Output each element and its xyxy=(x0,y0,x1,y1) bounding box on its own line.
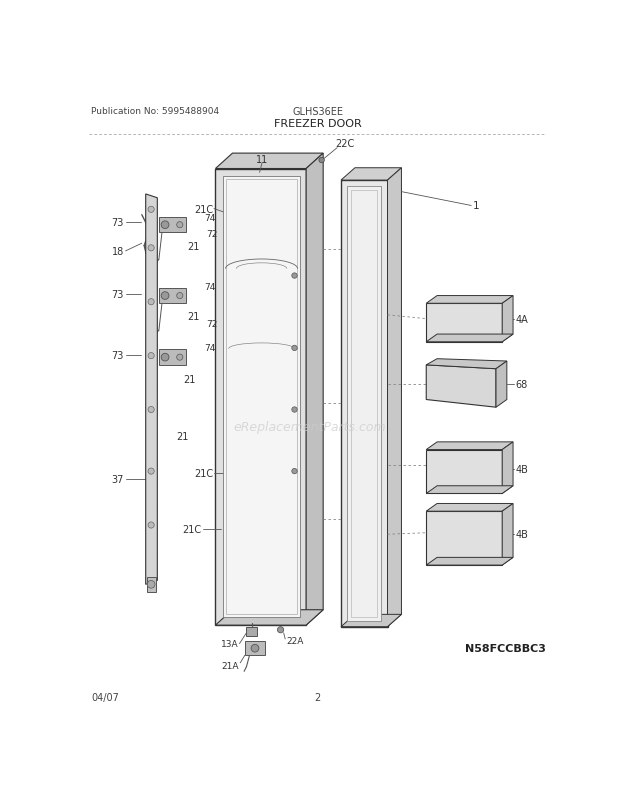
Text: 22C: 22C xyxy=(335,139,355,149)
Polygon shape xyxy=(148,577,156,592)
Circle shape xyxy=(177,222,183,229)
Polygon shape xyxy=(427,359,507,369)
Circle shape xyxy=(148,353,154,359)
Text: 1: 1 xyxy=(472,201,479,211)
Polygon shape xyxy=(427,366,496,407)
Circle shape xyxy=(292,346,297,351)
Text: 21C: 21C xyxy=(194,468,213,478)
Text: 04/07: 04/07 xyxy=(92,693,119,703)
Polygon shape xyxy=(306,154,323,626)
Text: 74: 74 xyxy=(204,344,215,353)
Text: 21: 21 xyxy=(177,432,189,442)
Polygon shape xyxy=(341,168,402,180)
Circle shape xyxy=(251,645,259,652)
Polygon shape xyxy=(159,289,186,304)
Circle shape xyxy=(161,354,169,362)
Polygon shape xyxy=(427,557,513,565)
Text: 4B: 4B xyxy=(515,529,528,540)
Polygon shape xyxy=(427,450,502,494)
Polygon shape xyxy=(427,504,513,512)
Polygon shape xyxy=(245,641,265,655)
Polygon shape xyxy=(341,614,402,627)
Circle shape xyxy=(292,469,297,474)
Polygon shape xyxy=(341,180,388,627)
Text: 13A: 13A xyxy=(221,639,239,648)
Polygon shape xyxy=(223,177,300,618)
Text: N58FCCBBC3: N58FCCBBC3 xyxy=(465,643,546,654)
Text: 2: 2 xyxy=(314,693,321,703)
Text: 21: 21 xyxy=(188,242,200,252)
Polygon shape xyxy=(496,362,507,407)
Text: FREEZER DOOR: FREEZER DOOR xyxy=(274,119,361,129)
Text: 37: 37 xyxy=(112,474,124,484)
Polygon shape xyxy=(159,218,186,233)
Text: eReplacementParts.com: eReplacementParts.com xyxy=(234,420,386,433)
Circle shape xyxy=(148,207,154,213)
Polygon shape xyxy=(347,187,381,621)
Text: 22A: 22A xyxy=(286,636,304,646)
Circle shape xyxy=(148,245,154,252)
Polygon shape xyxy=(502,504,513,565)
Text: GLHS36EE: GLHS36EE xyxy=(292,107,343,116)
Polygon shape xyxy=(216,154,323,169)
Circle shape xyxy=(148,581,155,589)
Circle shape xyxy=(148,407,154,413)
Polygon shape xyxy=(427,512,502,565)
Text: 74: 74 xyxy=(204,213,215,222)
Polygon shape xyxy=(216,610,323,626)
Text: 4A: 4A xyxy=(515,314,528,324)
Polygon shape xyxy=(427,486,513,494)
Circle shape xyxy=(148,522,154,529)
Text: 4B: 4B xyxy=(515,464,528,474)
Circle shape xyxy=(292,273,297,279)
Polygon shape xyxy=(159,350,186,366)
Circle shape xyxy=(292,407,297,413)
Circle shape xyxy=(161,221,169,229)
Polygon shape xyxy=(502,296,513,342)
Circle shape xyxy=(177,293,183,299)
Circle shape xyxy=(161,293,169,300)
Text: 21C: 21C xyxy=(194,205,213,214)
Text: 21: 21 xyxy=(183,375,195,384)
Circle shape xyxy=(278,627,284,633)
Text: 72: 72 xyxy=(206,319,218,328)
Polygon shape xyxy=(216,169,306,626)
Polygon shape xyxy=(427,334,513,342)
Circle shape xyxy=(319,158,324,164)
Text: 73: 73 xyxy=(112,218,124,228)
Text: 18: 18 xyxy=(112,246,124,257)
Text: 73: 73 xyxy=(112,350,124,360)
Circle shape xyxy=(148,299,154,306)
Polygon shape xyxy=(247,627,257,636)
Text: 72: 72 xyxy=(206,230,218,239)
Text: 21C: 21C xyxy=(182,525,202,534)
Text: Publication No: 5995488904: Publication No: 5995488904 xyxy=(92,107,219,116)
Polygon shape xyxy=(427,304,502,342)
Polygon shape xyxy=(502,443,513,494)
Text: 11: 11 xyxy=(256,155,268,165)
Text: 21A: 21A xyxy=(221,661,239,670)
Text: 74: 74 xyxy=(204,282,215,291)
Text: 73: 73 xyxy=(112,290,124,300)
Polygon shape xyxy=(146,195,157,585)
Text: 68: 68 xyxy=(515,379,528,390)
Text: 21: 21 xyxy=(188,311,200,321)
Polygon shape xyxy=(427,296,513,304)
Polygon shape xyxy=(427,443,513,450)
Polygon shape xyxy=(388,168,402,627)
Circle shape xyxy=(148,468,154,475)
Circle shape xyxy=(177,354,183,361)
